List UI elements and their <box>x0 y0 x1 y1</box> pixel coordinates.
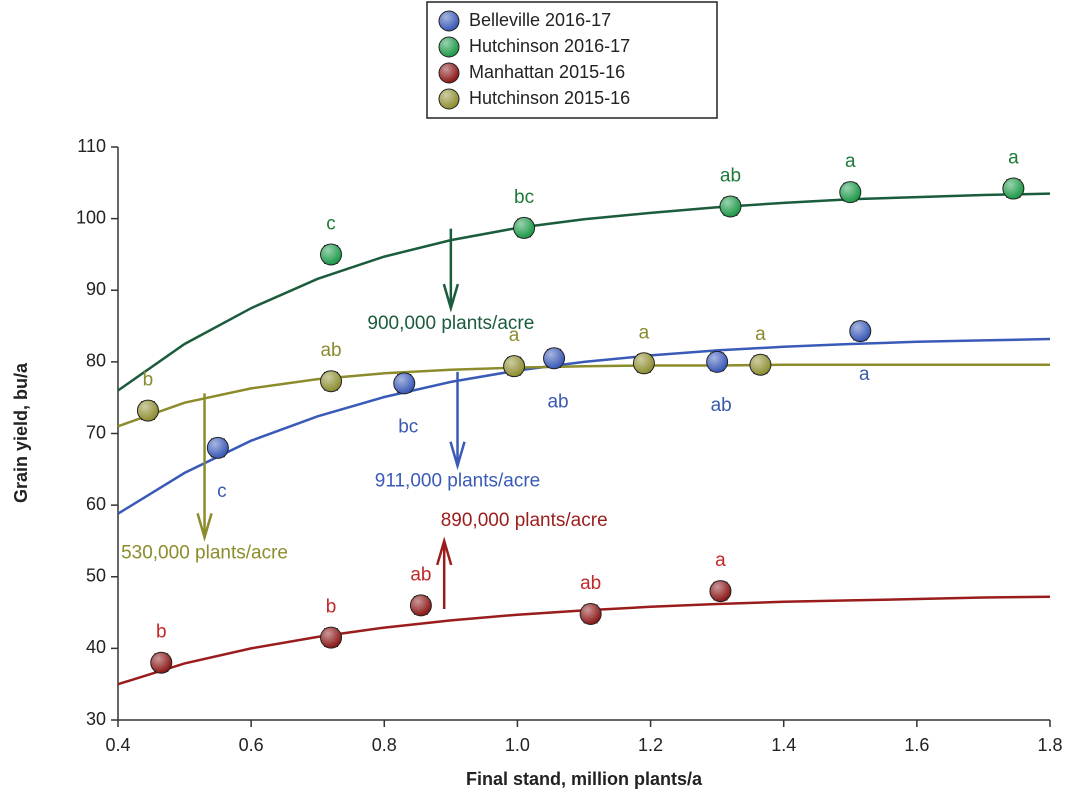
point-label: bc <box>514 187 534 208</box>
point-shine <box>544 348 565 369</box>
point-shine <box>321 371 342 392</box>
point-label: b <box>326 597 337 618</box>
fit-curve <box>117 192 1051 392</box>
point-label: a <box>755 324 766 345</box>
x-tick-label: 1.6 <box>904 735 929 755</box>
arrow-label: 911,000 plants/acre <box>375 471 541 492</box>
y-tick-label: 60 <box>86 494 106 514</box>
point-label: ab <box>547 391 568 412</box>
point-shine <box>707 351 728 372</box>
point-shine <box>137 400 158 421</box>
point-label: c <box>326 213 336 234</box>
point-shine <box>151 652 172 673</box>
y-tick-label: 90 <box>86 279 106 299</box>
y-tick-label: 100 <box>76 207 106 227</box>
arrow-label: 890,000 plants/acre <box>441 510 608 531</box>
point-shine <box>321 627 342 648</box>
point-label: ab <box>580 573 601 594</box>
point-shine <box>321 244 342 265</box>
x-tick-label: 1.4 <box>771 735 796 755</box>
fit-curve <box>117 363 1050 428</box>
legend: Belleville 2016-17 Hutchinson 2016-17 Manh… <box>426 1 718 119</box>
legend-label: Hutchinson 2015-16 <box>469 88 630 108</box>
arrow-head <box>436 536 453 566</box>
y-tick-label: 30 <box>86 709 106 729</box>
point-shine <box>710 581 731 602</box>
point-label: ab <box>711 395 732 416</box>
point-label: a <box>715 550 726 571</box>
legend-shine <box>439 37 459 57</box>
point-label: a <box>639 322 650 343</box>
point-shine <box>504 356 525 377</box>
x-axis-title: Final stand, million plants/a <box>466 769 703 789</box>
point-shine <box>514 217 535 238</box>
legend-shine <box>439 11 459 31</box>
x-tick-label: 0.6 <box>239 735 264 755</box>
point-label: b <box>156 622 167 643</box>
point-shine <box>410 595 431 616</box>
point-label: ab <box>320 340 341 361</box>
point-shine <box>394 373 415 394</box>
point-label: c <box>217 481 227 502</box>
x-tick-label: 0.4 <box>105 735 130 755</box>
y-tick-label: 80 <box>86 351 106 371</box>
point-label: ab <box>720 165 741 186</box>
point-label: a <box>509 325 520 346</box>
point-label: a <box>859 364 870 385</box>
point-label: a <box>1008 148 1019 169</box>
legend-shine <box>439 89 459 109</box>
y-axis-title: Grain yield, bu/a <box>11 362 31 503</box>
point-shine <box>207 437 228 458</box>
point-shine <box>580 603 601 624</box>
legend-shine <box>439 63 459 83</box>
fit-curve <box>117 337 1051 515</box>
x-tick-label: 1.0 <box>505 735 530 755</box>
legend-label: Manhattan 2015-16 <box>469 62 625 82</box>
point-shine <box>840 182 861 203</box>
legend-box <box>426 1 718 119</box>
arrow-label: 900,000 plants/acre <box>367 313 534 334</box>
point-shine <box>750 354 771 375</box>
y-tick-label: 50 <box>86 566 106 586</box>
arrow-head <box>449 441 466 471</box>
point-shine <box>850 321 871 342</box>
point-label: ab <box>410 564 431 585</box>
x-tick-label: 1.8 <box>1037 735 1062 755</box>
point-shine <box>720 196 741 217</box>
point-shine <box>633 353 654 374</box>
legend-label: Belleville 2016-17 <box>469 10 611 30</box>
point-shine <box>1003 178 1024 199</box>
arrow-head <box>442 283 460 313</box>
legend-label: Hutchinson 2016-17 <box>469 36 630 56</box>
arrow-label: 530,000 plants/acre <box>121 542 288 563</box>
y-tick-label: 40 <box>86 637 106 657</box>
x-tick-label: 1.2 <box>638 735 663 755</box>
y-tick-label: 110 <box>77 136 106 156</box>
point-label: a <box>845 151 856 172</box>
arrow-head <box>196 513 213 542</box>
y-tick-label: 70 <box>86 422 106 442</box>
point-label: bc <box>398 416 418 437</box>
point-label: b <box>143 370 154 391</box>
x-tick-label: 0.8 <box>372 735 397 755</box>
